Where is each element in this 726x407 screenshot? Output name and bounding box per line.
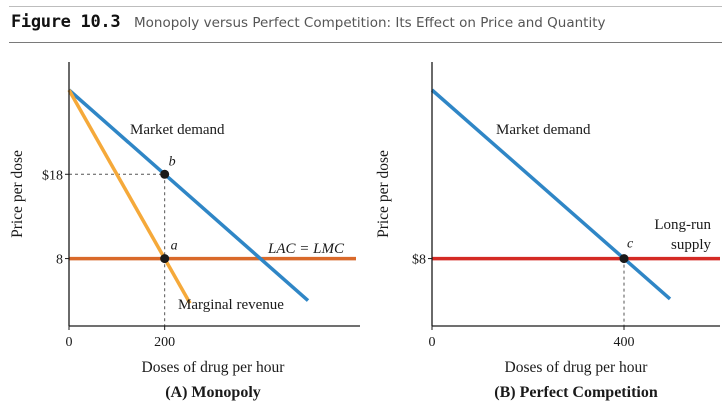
header-top-rule [9, 6, 722, 7]
y-axis-label: Price per dose [9, 150, 26, 238]
point-label-b: b [169, 154, 176, 169]
series-line-market-demand [67, 88, 310, 302]
y-tick-label: 8 [56, 253, 63, 268]
x-tick-label: 0 [429, 335, 436, 350]
x-tick-label: 0 [66, 335, 73, 350]
figure-header: Figure 10.3 Monopoly versus Perfect Comp… [0, 0, 726, 44]
x-tick-label: 400 [614, 335, 635, 350]
point-c [619, 254, 629, 264]
figure-label: Figure 10.3 [11, 12, 121, 32]
y-axis-label: Price per dose [375, 150, 392, 238]
point-label-c: c [627, 237, 634, 252]
y-tick-label: $8 [412, 253, 426, 268]
figure-caption: Monopoly versus Perfect Competition: Its… [134, 15, 606, 31]
x-axis-label: Doses of drug per hour [142, 359, 286, 376]
series-label-marginal-revenue: Marginal revenue [178, 297, 284, 313]
point-b [160, 169, 170, 179]
y-tick-label: $18 [42, 168, 63, 183]
panel-title: (B) Perfect Competition [494, 384, 658, 401]
x-axis-label: Doses of drug per hour [505, 359, 649, 376]
panel-title: (A) Monopoly [165, 384, 261, 401]
series-line-marginal-revenue [67, 89, 192, 305]
header-bottom-rule [9, 42, 722, 43]
monopoly-panel: 8 $18 0 200 b a Market demand Marginal revenue L… [9, 62, 360, 401]
series-line-market-demand [430, 88, 672, 301]
series-label-market-demand: Market demand [496, 122, 591, 138]
series-label-long-run-supply-line2: supply [671, 237, 712, 253]
perfect-competition-panel: $8 0 400 c Market demand Long-run supply Doses … [375, 62, 720, 401]
point-a [160, 254, 170, 264]
series-label-lac-lmc: LAC = LMC [267, 241, 345, 257]
x-tick-label: 200 [154, 335, 175, 350]
series-label-long-run-supply-line1: Long-run [654, 217, 711, 233]
point-label-a: a [171, 239, 178, 254]
series-label-market-demand: Market demand [130, 122, 225, 138]
